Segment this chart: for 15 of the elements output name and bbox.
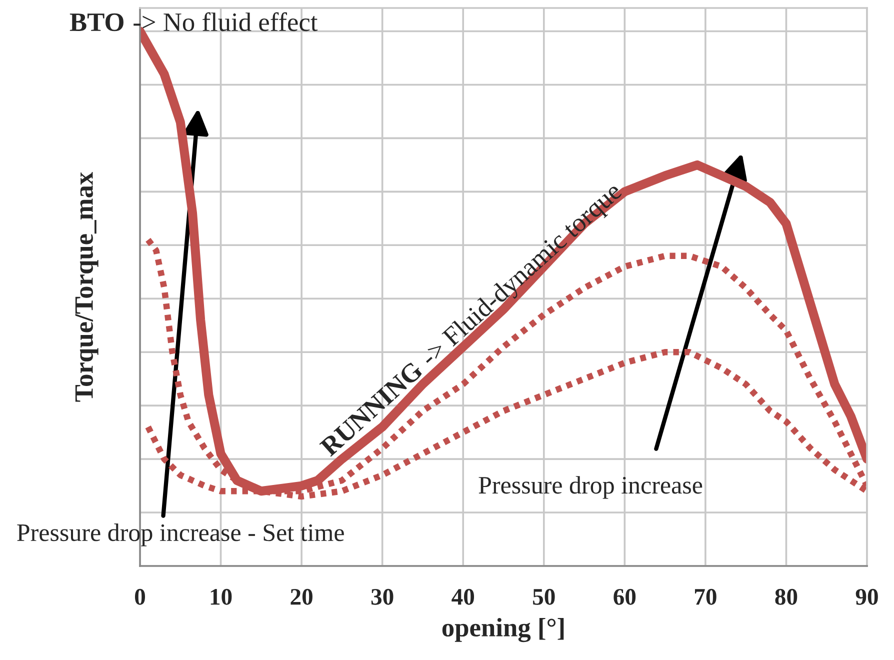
annotation: Pressure drop increase [478, 476, 702, 499]
x-tick-label: 10 [210, 588, 232, 605]
x-tick-label: 30 [371, 588, 394, 605]
x-tick-label: 40 [452, 588, 474, 605]
text: BTO -> No fluid effect [70, 12, 318, 32]
x-tick-label: 0 [134, 588, 146, 605]
x-tick-label: 80 [775, 588, 798, 605]
x-axis-title: opening [°] [442, 618, 564, 642]
x-tick-label: 50 [533, 588, 555, 605]
y-axis-title: Torque/Torque_max [75, 172, 98, 402]
x-tick-label: 90 [856, 588, 878, 605]
x-tick-label: 20 [290, 588, 312, 605]
x-tick-label: 70 [694, 588, 716, 605]
x-tick-label: 60 [614, 588, 636, 605]
annotation: Pressure drop increase - Set time [17, 524, 344, 546]
